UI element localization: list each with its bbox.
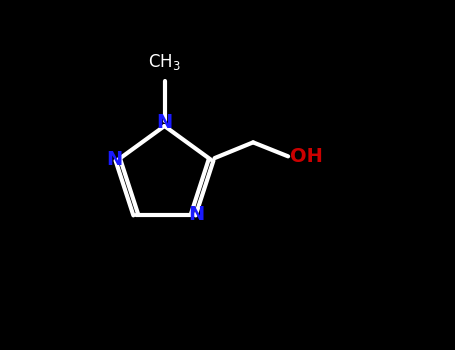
Text: OH: OH — [290, 147, 323, 166]
Text: N: N — [189, 205, 205, 224]
Text: N: N — [106, 150, 122, 169]
Text: N: N — [157, 113, 172, 132]
Text: CH$_3$: CH$_3$ — [148, 52, 181, 72]
